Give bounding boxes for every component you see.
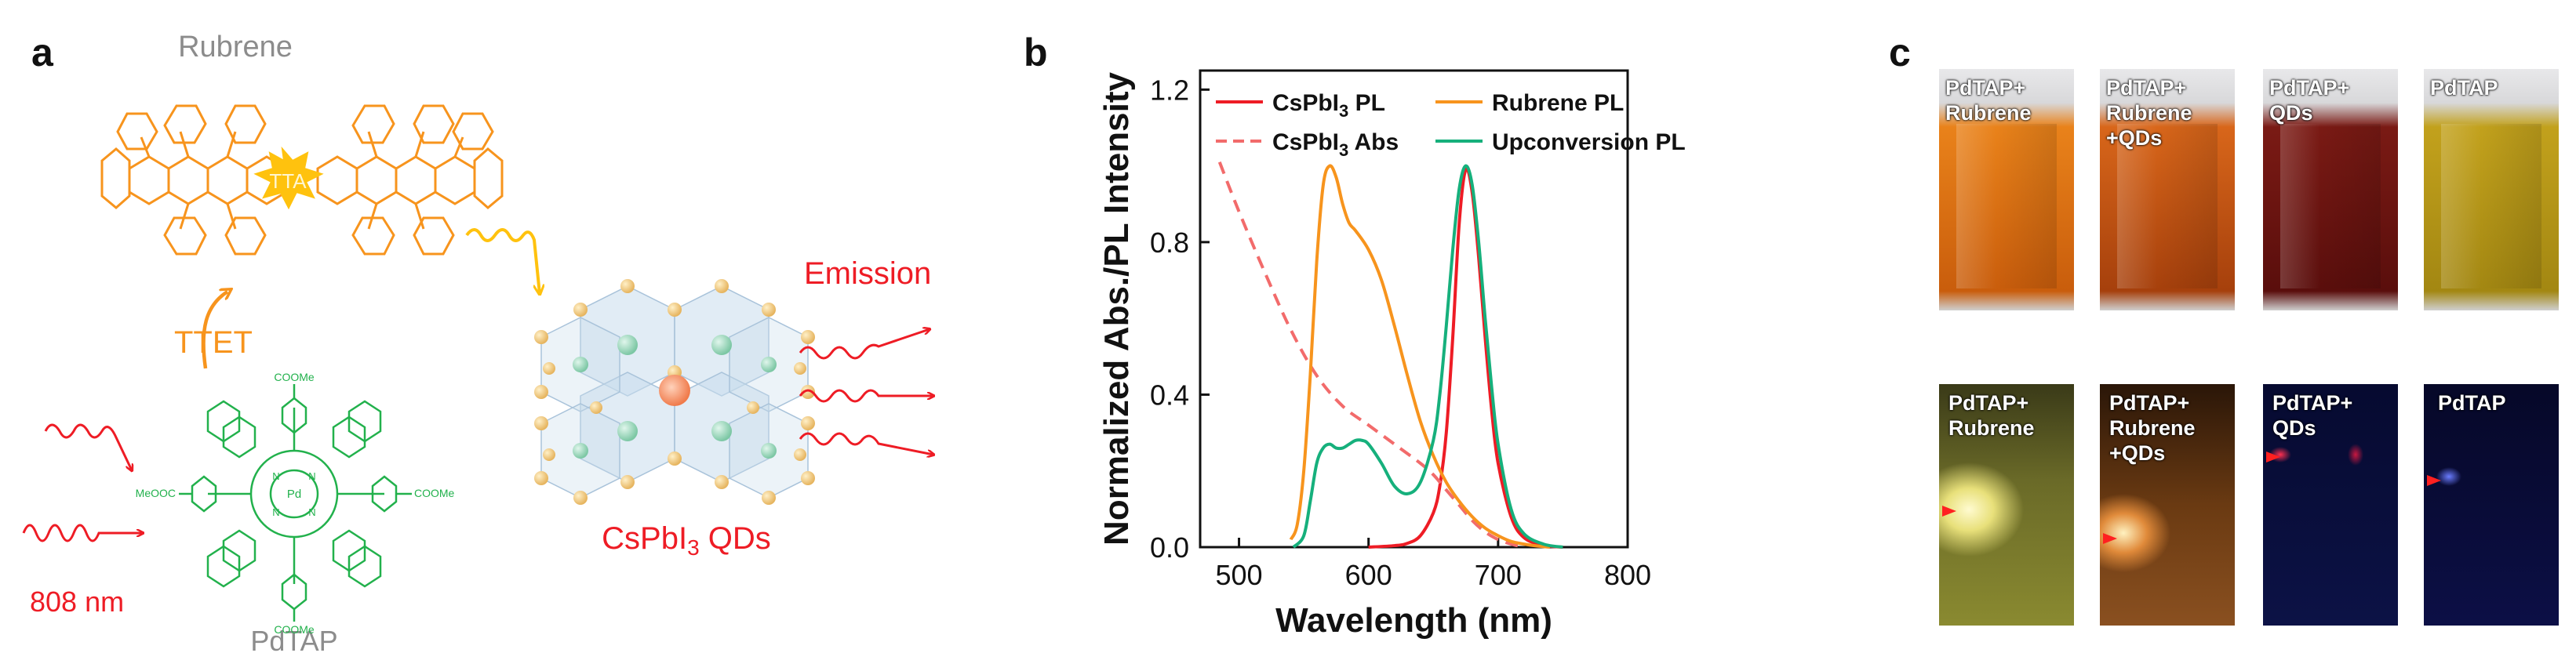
pdtap-label: PdTAP xyxy=(250,625,337,657)
meooc-left-label: MeOOC xyxy=(136,487,176,499)
vial-label: PdTAP+ Rubrene xyxy=(1948,391,2035,440)
coome-bottom-label: COOMe xyxy=(274,623,315,636)
y-tick-label: 0.0 xyxy=(1150,531,1189,564)
coome-right-label: COOMe xyxy=(414,487,455,499)
n-atom-label-4: N xyxy=(308,506,315,518)
emission-label: Emission xyxy=(804,256,931,291)
excitation-wave-1 xyxy=(44,423,132,470)
vial-label: PdTAP+ Rubrene +QDs xyxy=(2106,76,2192,150)
vial-photo-808nm: PdTAP+ QDs xyxy=(2263,384,2398,626)
vial-photo-daylight: PdTAP+ Rubrene +QDs xyxy=(2100,69,2235,310)
emission-wave-2 xyxy=(799,389,933,403)
ttet-arrow xyxy=(202,292,227,369)
x-tick-label: 700 xyxy=(1475,559,1522,591)
vial-photo-808nm: PdTAP+ Rubrene xyxy=(1939,384,2074,626)
y-tick-label: 1.2 xyxy=(1150,74,1189,106)
vial-label: PdTAP xyxy=(2438,391,2506,415)
qd-label: CsPbI3 QDs xyxy=(602,521,771,560)
perovskite-lattice xyxy=(534,279,815,505)
legend-label: Rubrene PL xyxy=(1492,90,1624,116)
red-pointer-icon xyxy=(2266,452,2280,462)
coome-top-label: COOMe xyxy=(274,371,315,383)
pdtap-structure xyxy=(179,384,412,622)
legend-label: CsPbI3 Abs xyxy=(1272,129,1399,160)
spectra-chart: 500 600 700 800 0.0 0.4 0.8 1.2 CsPbI3 PL CsPbI3… xyxy=(1097,69,1686,640)
series-upconversion-pl xyxy=(1292,164,1563,549)
vial-photo-daylight: PdTAP+ QDs xyxy=(2263,69,2398,310)
legend-label: Upconversion PL xyxy=(1492,129,1686,155)
ttet-label: TTET xyxy=(174,325,253,360)
emission-wave-1 xyxy=(799,329,930,360)
red-pointer-icon xyxy=(2427,475,2441,486)
emission-wave-3 xyxy=(799,432,933,455)
vial-label: PdTAP+ QDs xyxy=(2269,76,2350,125)
qd-label-sub: 3 xyxy=(687,535,700,560)
vial-label: PdTAP+ Rubrene xyxy=(1945,76,2032,125)
excitation-label: 808 nm xyxy=(30,586,124,618)
x-tick-label: 500 xyxy=(1216,559,1263,591)
upconverted-photon-arrow xyxy=(465,228,540,294)
qd-label-suffix: QDs xyxy=(700,521,771,556)
legend-label: CsPbI3 PL xyxy=(1272,90,1385,121)
red-pointer-icon xyxy=(1942,506,1956,517)
panel-a-schematic: Rubrene TTA TTET Emission CsPbI3 QDs 808… xyxy=(22,31,973,657)
x-tick-label: 600 xyxy=(1345,559,1392,591)
rubrene-dimer-structure xyxy=(100,104,504,256)
red-pointer-icon xyxy=(2103,533,2117,544)
y-tick-label: 0.8 xyxy=(1150,227,1189,259)
series-rubrene-pl xyxy=(1289,164,1551,549)
n-atom-label-3: N xyxy=(272,506,279,518)
vial-photo-808nm: PdTAP+ Rubrene +QDs xyxy=(2100,384,2235,626)
x-tick-label: 800 xyxy=(1604,559,1651,591)
rubrene-label: Rubrene xyxy=(178,31,293,63)
vial-label: PdTAP+ Rubrene +QDs xyxy=(2109,391,2196,465)
series-cspbi3-pl xyxy=(1368,167,1563,549)
panel-b-letter: b xyxy=(1024,31,1048,74)
tta-star xyxy=(253,146,324,210)
y-axis-label: Normalized Abs./PL Intensity xyxy=(1097,72,1136,546)
n-atom-label-1: N xyxy=(272,470,279,482)
plot-frame xyxy=(1199,69,1629,549)
vial-photo-daylight: PdTAP+ Rubrene xyxy=(1939,69,2074,310)
vial-photo-daylight: PdTAP xyxy=(2424,69,2559,310)
panel-c-letter: c xyxy=(1889,31,1911,74)
vial-photo-808nm: PdTAP xyxy=(2424,384,2559,626)
pd-atom-label: Pd xyxy=(287,488,301,501)
y-tick-label: 0.4 xyxy=(1150,379,1189,411)
panel-a-letter: a xyxy=(31,31,53,74)
x-axis-label: Wavelength (nm) xyxy=(1275,601,1552,640)
qd-label-prefix: CsPbI xyxy=(602,521,687,556)
series-cspbi3-abs xyxy=(1217,161,1525,549)
n-atom-label-2: N xyxy=(308,470,315,482)
vial-label: PdTAP+ QDs xyxy=(2272,391,2353,440)
vial-label: PdTAP xyxy=(2430,76,2498,100)
excitation-wave-2 xyxy=(22,524,143,542)
tta-label: TTA xyxy=(269,169,307,193)
